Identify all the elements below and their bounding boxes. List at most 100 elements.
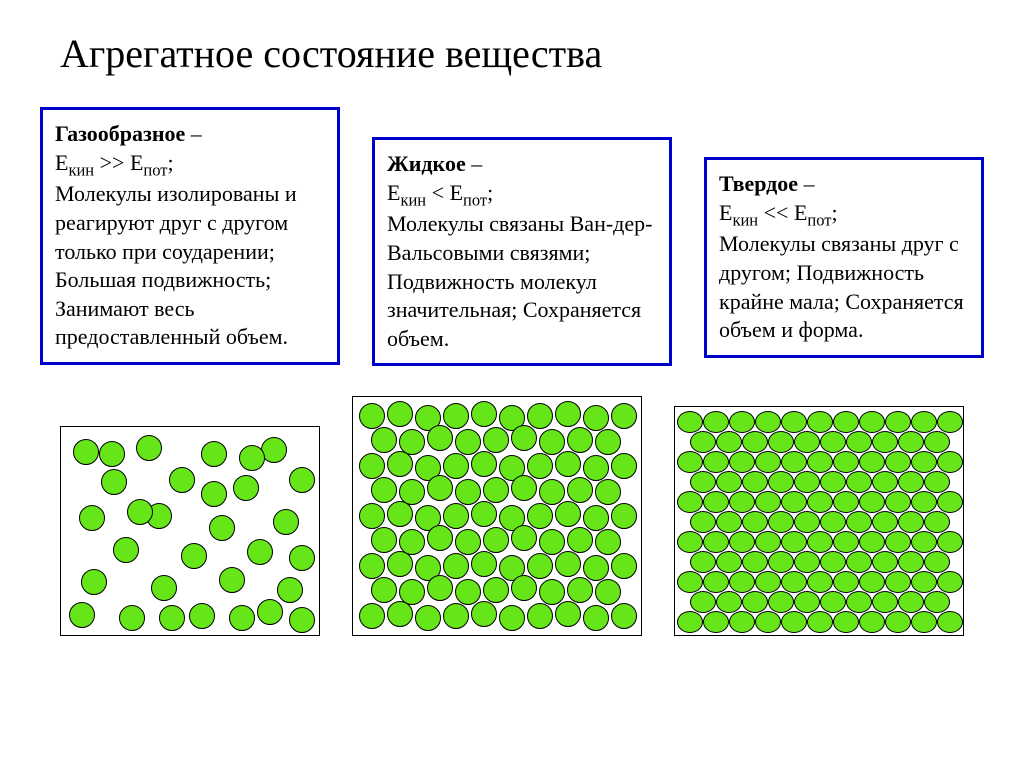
- molecule-icon: [387, 401, 413, 427]
- molecule-icon: [677, 571, 703, 593]
- molecule-icon: [846, 591, 872, 613]
- molecule-icon: [483, 527, 509, 553]
- molecule-icon: [359, 553, 385, 579]
- molecule-icon: [911, 451, 937, 473]
- molecule-icon: [229, 605, 255, 631]
- molecule-icon: [527, 453, 553, 479]
- molecule-icon: [703, 611, 729, 633]
- molecule-icon: [443, 403, 469, 429]
- molecule-icon: [794, 431, 820, 453]
- molecule-icon: [511, 575, 537, 601]
- molecule-icon: [872, 551, 898, 573]
- molecule-icon: [209, 515, 235, 541]
- molecule-icon: [371, 527, 397, 553]
- page-title: Агрегатное состояние вещества: [60, 30, 984, 77]
- molecule-icon: [583, 455, 609, 481]
- molecule-icon: [611, 553, 637, 579]
- molecule-icon: [169, 467, 195, 493]
- molecule-icon: [716, 511, 742, 533]
- molecule-icon: [81, 569, 107, 595]
- molecule-icon: [583, 405, 609, 431]
- molecule-icon: [567, 527, 593, 553]
- molecule-icon: [768, 471, 794, 493]
- molecule-icon: [716, 431, 742, 453]
- molecule-icon: [611, 503, 637, 529]
- molecule-icon: [885, 571, 911, 593]
- molecule-icon: [911, 571, 937, 593]
- molecule-icon: [807, 411, 833, 433]
- molecule-icon: [898, 551, 924, 573]
- molecule-icon: [807, 491, 833, 513]
- molecule-icon: [729, 411, 755, 433]
- molecule-icon: [898, 431, 924, 453]
- molecule-icon: [768, 431, 794, 453]
- molecule-icon: [833, 531, 859, 553]
- molecule-icon: [359, 453, 385, 479]
- molecule-icon: [846, 431, 872, 453]
- molecule-icon: [846, 511, 872, 533]
- molecule-icon: [677, 451, 703, 473]
- molecule-icon: [233, 475, 259, 501]
- molecule-icon: [911, 491, 937, 513]
- molecule-icon: [277, 577, 303, 603]
- molecule-icon: [555, 551, 581, 577]
- molecule-icon: [690, 551, 716, 573]
- molecule-icon: [595, 579, 621, 605]
- molecule-icon: [427, 425, 453, 451]
- molecule-icon: [690, 431, 716, 453]
- molecule-icon: [755, 611, 781, 633]
- text-boxes-row: Газообразное – Eкин >> Eпот; Молекулы из…: [40, 107, 984, 366]
- molecule-icon: [371, 427, 397, 453]
- solid-description: Молекулы связаны друг с другом; Подвижно…: [719, 230, 969, 344]
- molecule-icon: [885, 451, 911, 473]
- solid-title: Твердое: [719, 171, 798, 196]
- molecule-icon: [859, 531, 885, 553]
- molecule-icon: [113, 537, 139, 563]
- molecule-icon: [555, 601, 581, 627]
- molecule-icon: [499, 605, 525, 631]
- molecule-icon: [755, 531, 781, 553]
- molecule-icon: [846, 551, 872, 573]
- gas-title: Газообразное: [55, 121, 185, 146]
- molecule-icon: [716, 471, 742, 493]
- molecule-icon: [289, 467, 315, 493]
- molecule-icon: [937, 451, 963, 473]
- molecule-icon: [69, 602, 95, 628]
- molecule-icon: [885, 611, 911, 633]
- molecule-icon: [611, 603, 637, 629]
- molecule-icon: [703, 531, 729, 553]
- molecule-icon: [387, 451, 413, 477]
- molecule-icon: [159, 605, 185, 631]
- molecule-icon: [567, 577, 593, 603]
- molecule-icon: [151, 575, 177, 601]
- molecule-icon: [898, 471, 924, 493]
- molecule-icon: [820, 551, 846, 573]
- molecule-icon: [703, 411, 729, 433]
- molecule-icon: [937, 411, 963, 433]
- molecule-icon: [859, 491, 885, 513]
- molecule-icon: [898, 591, 924, 613]
- molecule-icon: [595, 429, 621, 455]
- liquid-description: Молекулы связаны Ван-дер-Вальсовыми связ…: [387, 210, 657, 353]
- molecule-icon: [677, 611, 703, 633]
- liquid-description-box: Жидкое – Eкин < Eпот; Молекулы связаны В…: [372, 137, 672, 366]
- gas-particle-diagram: [60, 426, 320, 636]
- gas-description-box: Газообразное – Eкин >> Eпот; Молекулы из…: [40, 107, 340, 365]
- molecule-icon: [807, 611, 833, 633]
- molecule-icon: [427, 525, 453, 551]
- molecule-icon: [885, 531, 911, 553]
- molecule-icon: [937, 571, 963, 593]
- molecule-icon: [443, 553, 469, 579]
- molecule-icon: [583, 555, 609, 581]
- molecule-icon: [794, 551, 820, 573]
- molecule-icon: [101, 469, 127, 495]
- molecule-icon: [257, 599, 283, 625]
- molecule-icon: [755, 571, 781, 593]
- molecule-icon: [611, 403, 637, 429]
- gas-title-line: Газообразное –: [55, 120, 325, 149]
- molecule-icon: [567, 427, 593, 453]
- diagrams-row: [40, 396, 984, 636]
- molecule-icon: [781, 531, 807, 553]
- molecule-icon: [471, 401, 497, 427]
- molecule-icon: [247, 539, 273, 565]
